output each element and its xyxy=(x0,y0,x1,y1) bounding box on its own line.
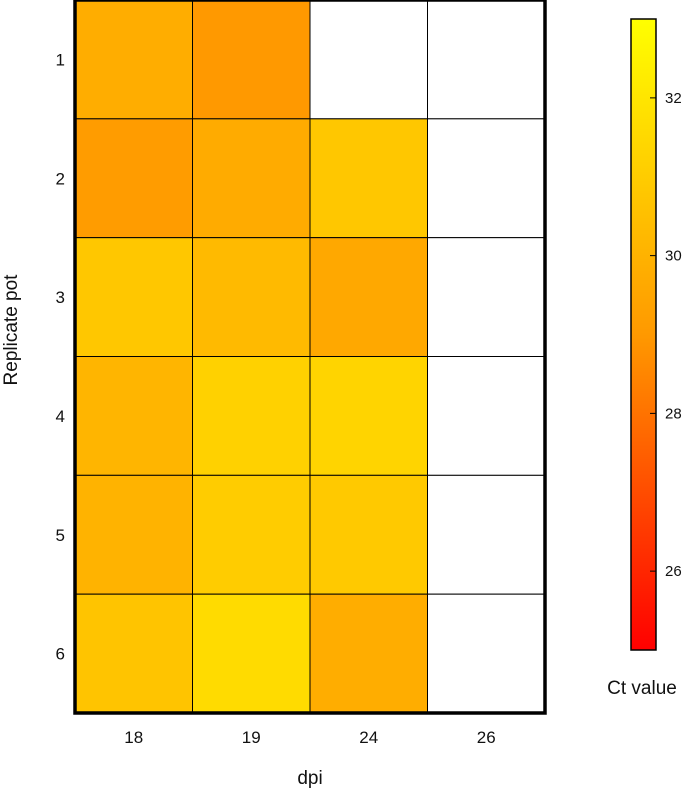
colorbar-tick-label: 26 xyxy=(665,563,682,580)
heatmap-cell xyxy=(427,474,546,595)
heatmap-cell xyxy=(427,593,546,714)
y-tick-label: 1 xyxy=(56,50,65,69)
heatmap-cell xyxy=(192,474,311,595)
y-tick-label: 4 xyxy=(56,407,65,426)
heatmap-cell xyxy=(192,237,311,358)
heatmap-cell xyxy=(192,356,311,476)
x-axis: 18 19 24 26 xyxy=(124,728,495,747)
x-tick-label: 26 xyxy=(477,728,496,747)
heatmap-cell xyxy=(74,356,193,476)
colorbar-tick-label: 28 xyxy=(665,405,682,422)
y-tick-label: 5 xyxy=(56,526,65,545)
colorbar-label: Ct value xyxy=(607,678,677,699)
plot-frame xyxy=(73,0,547,715)
heatmap-cell xyxy=(427,356,546,476)
heatmap-cell xyxy=(427,0,546,120)
heatmap-cell xyxy=(192,593,311,714)
heatmap-cell xyxy=(192,0,311,120)
y-axis: 1 2 3 4 5 6 xyxy=(56,50,65,663)
colorbar-ticks: 26 28 30 32 xyxy=(650,90,682,580)
heatmap-cell xyxy=(74,0,193,120)
heatmap-cell xyxy=(74,237,193,358)
heatmap-cell xyxy=(309,593,428,714)
x-axis-title: dpi xyxy=(297,768,322,789)
heatmap-cell xyxy=(309,118,428,239)
heatmap-cell xyxy=(427,237,546,358)
x-tick-label: 19 xyxy=(242,728,261,747)
y-tick-label: 6 xyxy=(56,645,65,664)
heatmap-cell xyxy=(74,118,193,239)
heatmap-cell xyxy=(192,118,311,239)
y-axis-title: Replicate pot xyxy=(1,274,22,386)
heatmap-cell xyxy=(74,474,193,595)
x-tick-label: 24 xyxy=(359,728,378,747)
x-tick-label: 18 xyxy=(124,728,143,747)
heatmap-cell xyxy=(427,118,546,239)
colorbar: 26 28 30 32 Ct value xyxy=(607,18,682,699)
heatmap-cell xyxy=(309,0,428,120)
y-tick-label: 2 xyxy=(56,169,65,188)
heatmap-cells xyxy=(74,0,546,714)
colorbar-tick-label: 30 xyxy=(665,248,682,265)
heatmap-cell xyxy=(309,237,428,358)
heatmap-cell xyxy=(309,474,428,595)
colorbar-gradient xyxy=(630,18,657,651)
heatmap-cell xyxy=(309,356,428,476)
y-tick-label: 3 xyxy=(56,288,65,307)
colorbar-tick-label: 32 xyxy=(665,90,682,107)
heatmap-cell xyxy=(74,593,193,714)
